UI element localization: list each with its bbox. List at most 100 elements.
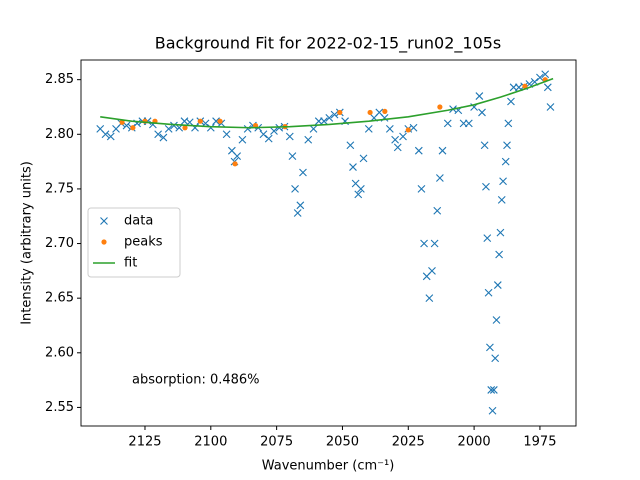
data-point xyxy=(491,354,500,363)
data-point xyxy=(497,195,506,204)
data-point xyxy=(238,135,247,144)
data-point xyxy=(482,182,490,191)
data-point xyxy=(488,406,497,415)
legend-label: fit xyxy=(124,256,137,271)
peak-point xyxy=(232,161,238,167)
data-point xyxy=(496,228,505,237)
x-axis-label: Wavenumber (cm⁻¹) xyxy=(262,459,395,474)
peak-point xyxy=(367,109,373,116)
data-point xyxy=(493,281,502,289)
data-point xyxy=(222,130,231,139)
data-point xyxy=(346,141,355,150)
data-point xyxy=(433,206,442,215)
peak-point xyxy=(197,118,203,124)
data-point xyxy=(320,117,328,126)
data-point xyxy=(288,152,297,161)
peak-point xyxy=(437,104,443,110)
data-point xyxy=(484,288,493,297)
peak-point xyxy=(130,125,136,131)
y-tick-label: 2.75 xyxy=(45,181,74,196)
fit-line xyxy=(100,77,554,129)
data-point xyxy=(480,141,489,150)
data-point xyxy=(399,132,407,141)
peak-point xyxy=(182,125,188,131)
data-point xyxy=(428,266,436,275)
data-point xyxy=(541,70,550,79)
x-tick-label: 2100 xyxy=(194,435,227,450)
data-point xyxy=(443,119,452,128)
data-point xyxy=(492,316,501,324)
data-point xyxy=(270,127,278,135)
data-point xyxy=(170,121,178,130)
data-point xyxy=(475,92,484,100)
data-point xyxy=(430,239,439,248)
data-point xyxy=(106,132,115,141)
plot-frame xyxy=(80,59,577,427)
data-point xyxy=(393,143,402,152)
data-point xyxy=(309,124,318,133)
data-point xyxy=(385,124,394,133)
data-point xyxy=(304,135,313,144)
data-point xyxy=(499,177,507,186)
data-point xyxy=(293,209,302,217)
chart-title: Background Fit for 2022-02-15_run02_105s xyxy=(155,34,502,54)
data-point xyxy=(354,190,363,199)
data-point xyxy=(495,250,504,259)
data-point xyxy=(101,130,110,139)
peak-point xyxy=(217,118,223,124)
data-point xyxy=(543,83,552,92)
legend-marker xyxy=(101,239,107,245)
data-point xyxy=(364,124,373,133)
data-point xyxy=(243,124,252,133)
peak-point xyxy=(405,127,411,133)
data-point xyxy=(489,386,498,394)
data-point xyxy=(285,132,294,141)
y-tick-label: 2.70 xyxy=(45,236,74,251)
data-point xyxy=(486,343,494,352)
data-point xyxy=(233,152,242,161)
data-point xyxy=(206,123,215,132)
data-point xyxy=(349,163,357,171)
data-point xyxy=(299,168,307,177)
data-point xyxy=(259,130,268,139)
data-point xyxy=(359,154,368,163)
data-point xyxy=(546,103,555,111)
x-tick-label: 2125 xyxy=(128,435,161,450)
data-point xyxy=(296,201,305,210)
legend-marker xyxy=(100,217,108,225)
data-point xyxy=(464,119,473,128)
data-point xyxy=(420,239,428,248)
data-point xyxy=(154,130,163,139)
y-tick-label: 2.65 xyxy=(45,291,74,306)
data-point xyxy=(503,141,511,150)
y-tick-label: 2.55 xyxy=(45,400,74,415)
x-tick-label: 2025 xyxy=(392,435,425,450)
peak-point xyxy=(522,83,528,89)
data-point xyxy=(504,119,513,128)
legend-label: peaks xyxy=(124,235,163,250)
data-point xyxy=(478,108,486,117)
data-point xyxy=(325,114,334,122)
data-point xyxy=(356,185,365,193)
data-point xyxy=(409,123,418,132)
data-point xyxy=(391,135,400,144)
data-point xyxy=(212,117,220,126)
data-point xyxy=(487,386,496,394)
data-point xyxy=(507,97,515,106)
x-tick-label: 2050 xyxy=(326,435,359,450)
y-tick-label: 2.60 xyxy=(45,345,74,360)
y-tick-label: 2.80 xyxy=(45,127,74,142)
y-tick-label: 2.85 xyxy=(45,72,74,87)
peak-point xyxy=(119,119,125,125)
data-point xyxy=(330,110,339,119)
data-point xyxy=(501,157,510,166)
data-point xyxy=(159,133,168,142)
data-point xyxy=(536,73,544,82)
x-tick-label: 2000 xyxy=(458,435,491,450)
data-point xyxy=(483,234,492,242)
legend: data peaks fit xyxy=(87,207,181,278)
data-point xyxy=(425,294,434,303)
data-point xyxy=(291,185,299,193)
legend-box xyxy=(87,207,181,278)
